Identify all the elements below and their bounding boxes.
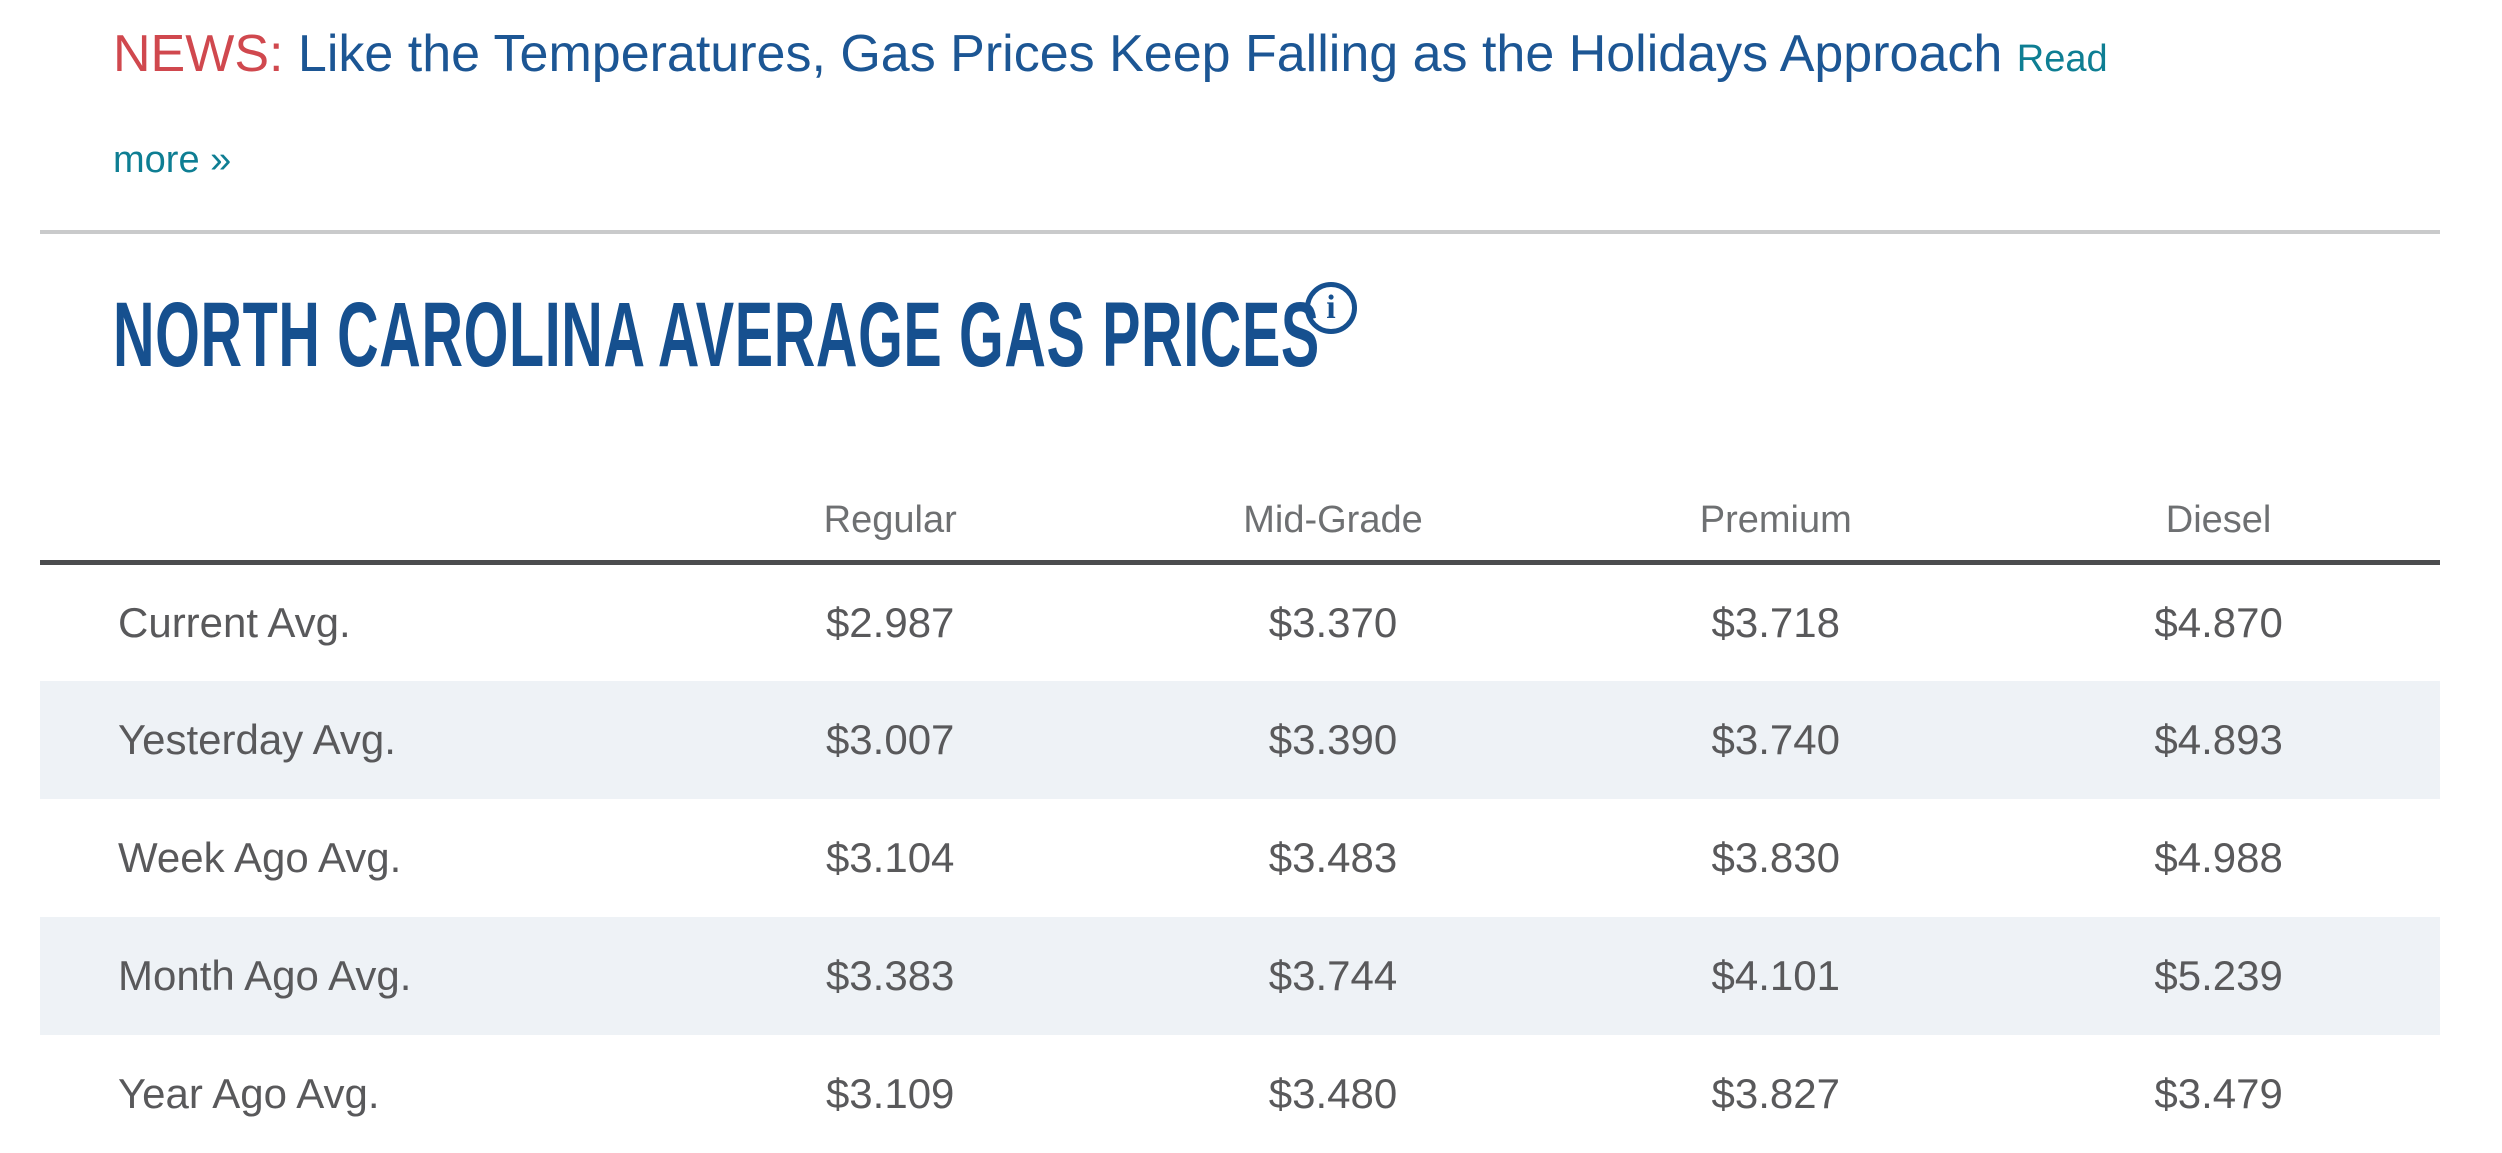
price-cell: $2.987: [825, 598, 955, 646]
price-cell: $3.827: [1711, 1069, 1841, 1117]
header-diesel: Diesel: [1997, 390, 2440, 565]
gas-prices-table: Regular Mid-Grade Premium Diesel Current…: [40, 390, 2440, 1153]
price-cell: $4.893: [2154, 715, 2283, 763]
table-row: Week Ago Avg. $3.104 $3.483 $3.830 $4.98…: [40, 799, 2440, 917]
price-cell: $3.104: [825, 833, 955, 881]
price-cell: $3.370: [1268, 598, 1398, 646]
price-cell: $3.109: [825, 1069, 955, 1117]
table-row: Yesterday Avg. $3.007 $3.390 $3.740 $4.8…: [40, 680, 2440, 799]
news-text: NEWS: Like the Temperatures, Gas Prices …: [40, 6, 2440, 208]
info-icon[interactable]: i: [1305, 282, 1357, 334]
price-cell: $3.383: [825, 951, 955, 999]
table-row: Month Ago Avg. $3.383 $3.744 $4.101 $5.2…: [40, 916, 2440, 1035]
header-midgrade: Mid-Grade: [1111, 390, 1555, 565]
row-label: Week Ago Avg.: [118, 833, 402, 881]
price-cell: $3.830: [1711, 833, 1841, 881]
price-cell: $3.007: [825, 715, 955, 763]
row-label: Current Avg.: [118, 598, 351, 646]
news-banner: NEWS: Like the Temperatures, Gas Prices …: [40, 0, 2440, 234]
price-cell: $4.988: [2154, 833, 2283, 881]
news-label: NEWS:: [113, 25, 284, 83]
header-empty-cell: [40, 390, 669, 565]
price-cell: $3.483: [1268, 833, 1398, 881]
news-headline-link[interactable]: Like the Temperatures, Gas Prices Keep F…: [297, 25, 2003, 83]
read-more-link[interactable]: Read more »: [113, 38, 2108, 181]
page-title: NORTH CAROLINA AVERAGE GAS PRICES i: [113, 280, 2440, 390]
price-cell: $3.390: [1268, 715, 1398, 763]
table-row: Year Ago Avg. $3.109 $3.480 $3.827 $3.47…: [40, 1035, 2440, 1153]
price-cell: $3.479: [2154, 1069, 2283, 1117]
price-cell: $5.239: [2154, 951, 2283, 999]
table-header: Regular Mid-Grade Premium Diesel: [40, 390, 2440, 565]
price-cell: $3.744: [1268, 951, 1398, 999]
header-premium: Premium: [1554, 390, 1998, 565]
table-row: Current Avg. $2.987 $3.370 $3.718 $4.870: [40, 563, 2440, 681]
row-label: Yesterday Avg.: [118, 715, 396, 763]
price-cell: $3.740: [1711, 715, 1841, 763]
page-title-text: NORTH CAROLINA AVERAGE GAS PRICES: [113, 284, 1320, 386]
price-cell: $3.480: [1268, 1069, 1398, 1117]
price-cell: $4.870: [2154, 598, 2283, 646]
row-label: Year Ago Avg.: [118, 1069, 380, 1117]
row-label: Month Ago Avg.: [118, 951, 412, 999]
price-cell: $3.718: [1711, 598, 1841, 646]
read-more-line2: more »: [113, 139, 232, 181]
read-more-line1: Read: [2016, 38, 2108, 80]
header-regular: Regular: [668, 390, 1112, 565]
price-cell: $4.101: [1711, 951, 1841, 999]
